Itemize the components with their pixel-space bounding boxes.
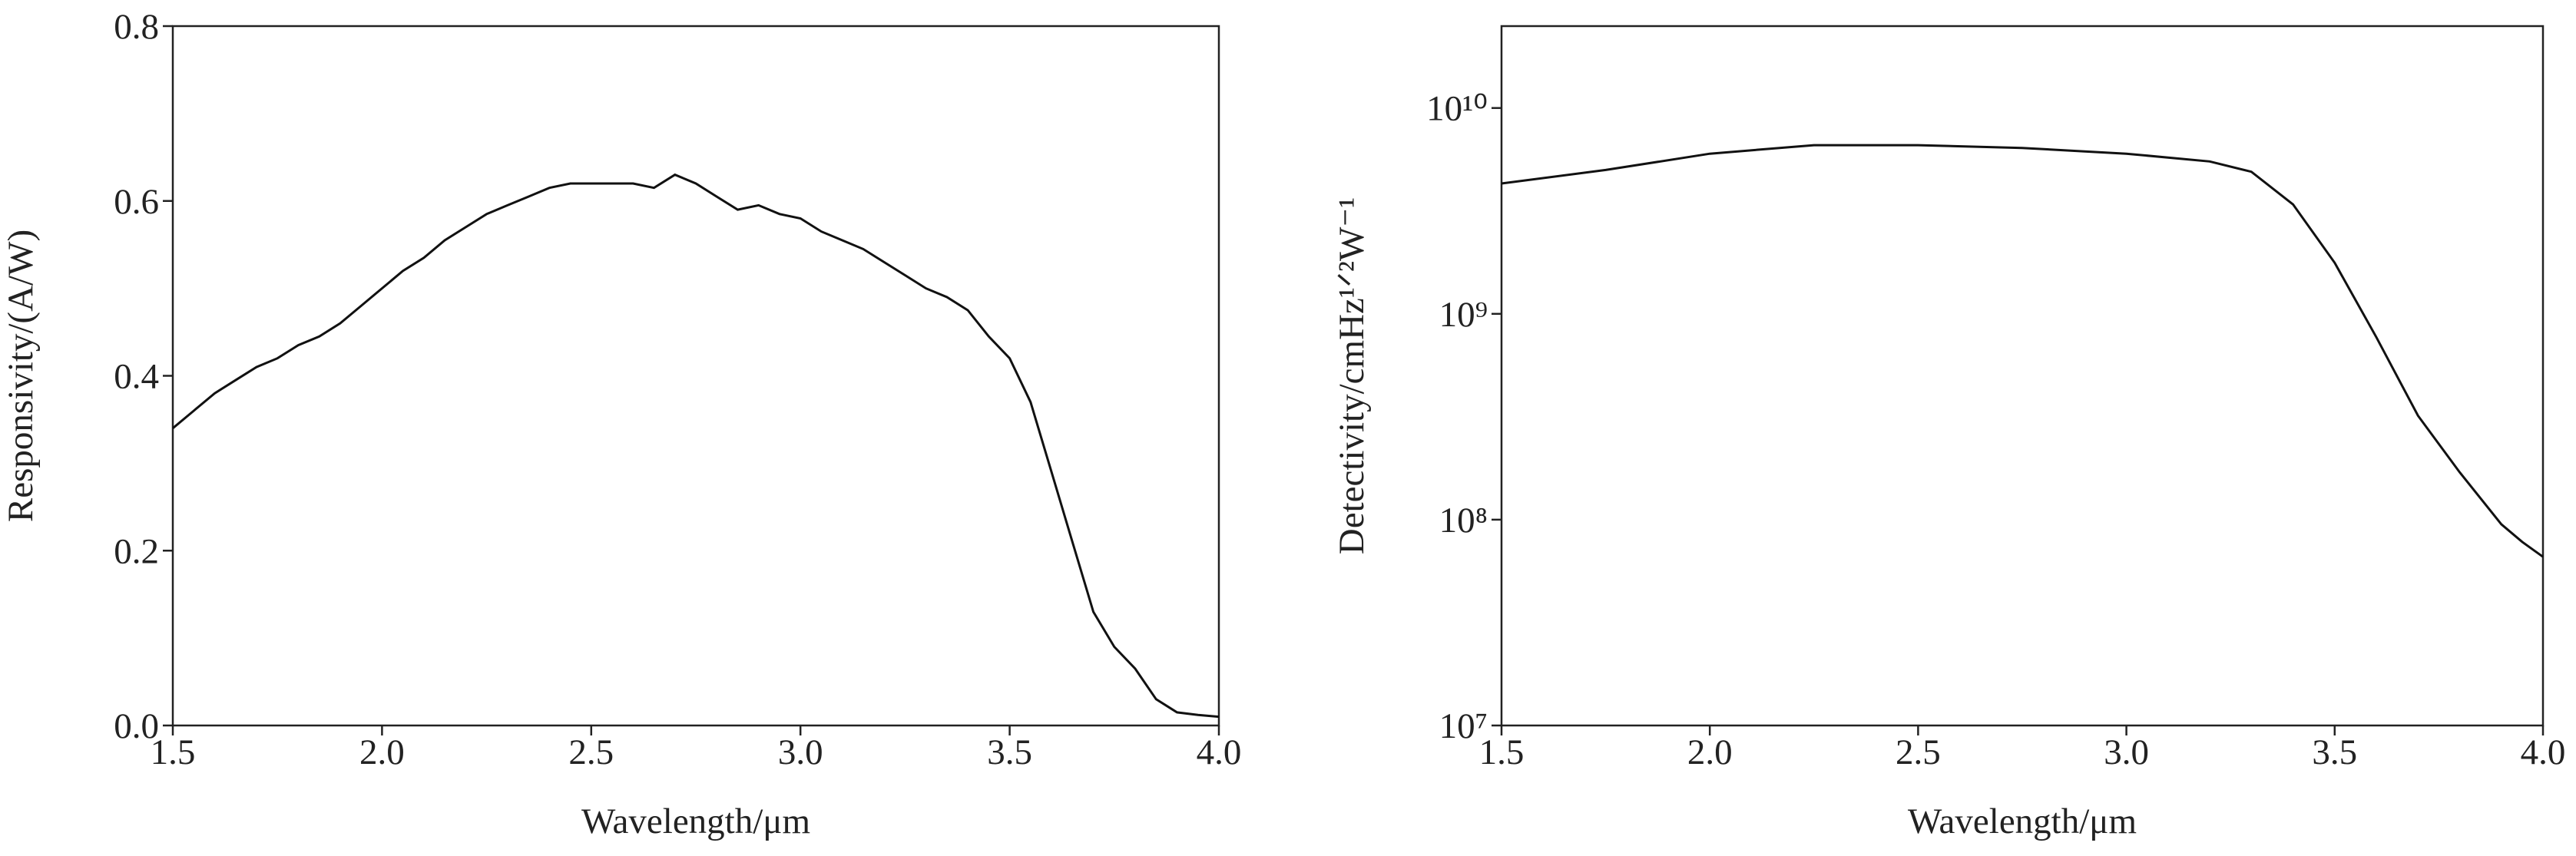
y-tick-label: 10¹⁰: [1426, 89, 1488, 129]
x-tick-label: 3.0: [2104, 732, 2149, 772]
y-tick-label: 0.0: [114, 706, 159, 746]
y-tick-label: 10⁹: [1439, 295, 1488, 335]
x-tick-label: 4.0: [1197, 732, 1242, 772]
x-axis-label: Wavelength/μm: [581, 801, 810, 841]
y-tick-label: 0.2: [114, 531, 159, 571]
x-tick-label: 2.0: [359, 732, 405, 772]
x-tick-label: 2.0: [1687, 732, 1733, 772]
y-tick-label: 10⁷: [1439, 706, 1488, 746]
y-tick-label: 10⁸: [1439, 501, 1488, 540]
x-axis-label: Wavelength/μm: [1908, 801, 2137, 841]
x-tick-label: 1.5: [151, 732, 196, 772]
x-tick-label: 3.0: [778, 732, 823, 772]
x-tick-label: 3.5: [2312, 732, 2357, 772]
data-line: [1501, 144, 2544, 558]
data-line: [172, 173, 1220, 719]
x-tick-label: 2.5: [1896, 732, 1941, 772]
x-tick-label: 4.0: [2521, 732, 2566, 772]
y-tick-label: 0.6: [114, 182, 159, 222]
y-tick-label: 0.8: [114, 7, 159, 47]
y-axis-label: Responsivity/(A/W): [1, 230, 41, 522]
plot-frame: [171, 25, 1220, 727]
y-tick-label: 0.4: [114, 357, 159, 397]
x-tick-label: 1.5: [1479, 732, 1525, 772]
y-axis-label: Detectivity/cmHz¹ᐟ²W⁻¹: [1332, 197, 1372, 554]
x-tick-label: 3.5: [987, 732, 1032, 772]
x-tick-label: 2.5: [568, 732, 614, 772]
plot-frame: [1500, 25, 2545, 727]
